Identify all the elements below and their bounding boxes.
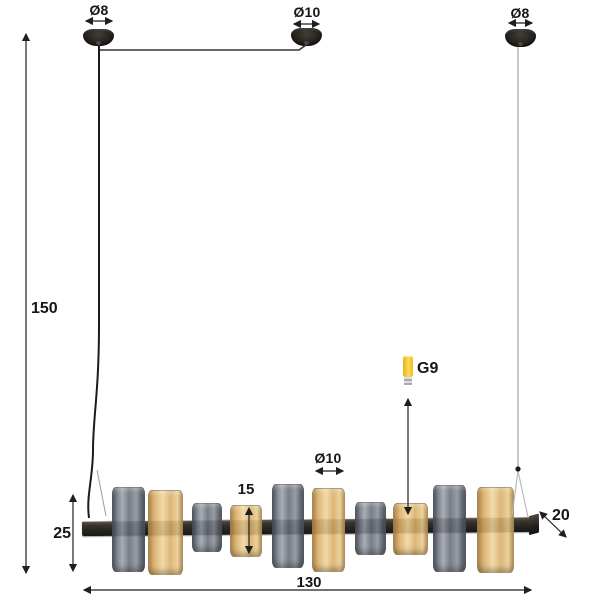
g9-bulb-base-icon xyxy=(404,377,412,385)
glass-shade-amber-short-4 xyxy=(230,505,262,557)
ceiling-canopy-left xyxy=(83,29,114,46)
glass-shade-amber-tall-10 xyxy=(476,487,514,573)
wire-connector xyxy=(515,466,521,472)
label-short-shade-height: 15 xyxy=(237,481,255,498)
label-fixture-height: 25 xyxy=(53,525,71,542)
glass-shade-amber-tall-6 xyxy=(311,488,345,572)
glass-shade-amber-short-8 xyxy=(392,503,428,555)
label-bulb-type: G9 xyxy=(417,360,439,377)
glass-shade-smoke-short-3 xyxy=(192,503,222,552)
glass-shade-smoke-short-7 xyxy=(354,502,386,555)
label-drop-height: 150 xyxy=(31,300,58,317)
left-suspension-wire xyxy=(96,469,107,517)
label-canopy-left-diameter: Ø8 xyxy=(89,2,109,18)
g9-bulb-icon xyxy=(403,356,413,377)
label-canopy-right-diameter: Ø8 xyxy=(510,5,530,21)
power-cord xyxy=(87,45,100,519)
label-depth: 20 xyxy=(552,507,570,524)
label-width: 130 xyxy=(296,574,322,591)
label-shade-diameter: Ø10 xyxy=(314,450,342,466)
glass-shade-amber-tall-2 xyxy=(147,490,183,575)
glass-shade-smoke-tall-1 xyxy=(111,487,145,572)
ceiling-canopy-center xyxy=(291,28,322,46)
right-wire-v-split xyxy=(511,470,529,518)
label-canopy-center-diameter: Ø10 xyxy=(293,4,321,20)
glass-shade-smoke-tall-9 xyxy=(432,485,466,572)
ceiling-cable xyxy=(99,44,307,51)
glass-shade-smoke-tall-5 xyxy=(272,484,304,568)
ceiling-canopy-right xyxy=(505,29,536,47)
